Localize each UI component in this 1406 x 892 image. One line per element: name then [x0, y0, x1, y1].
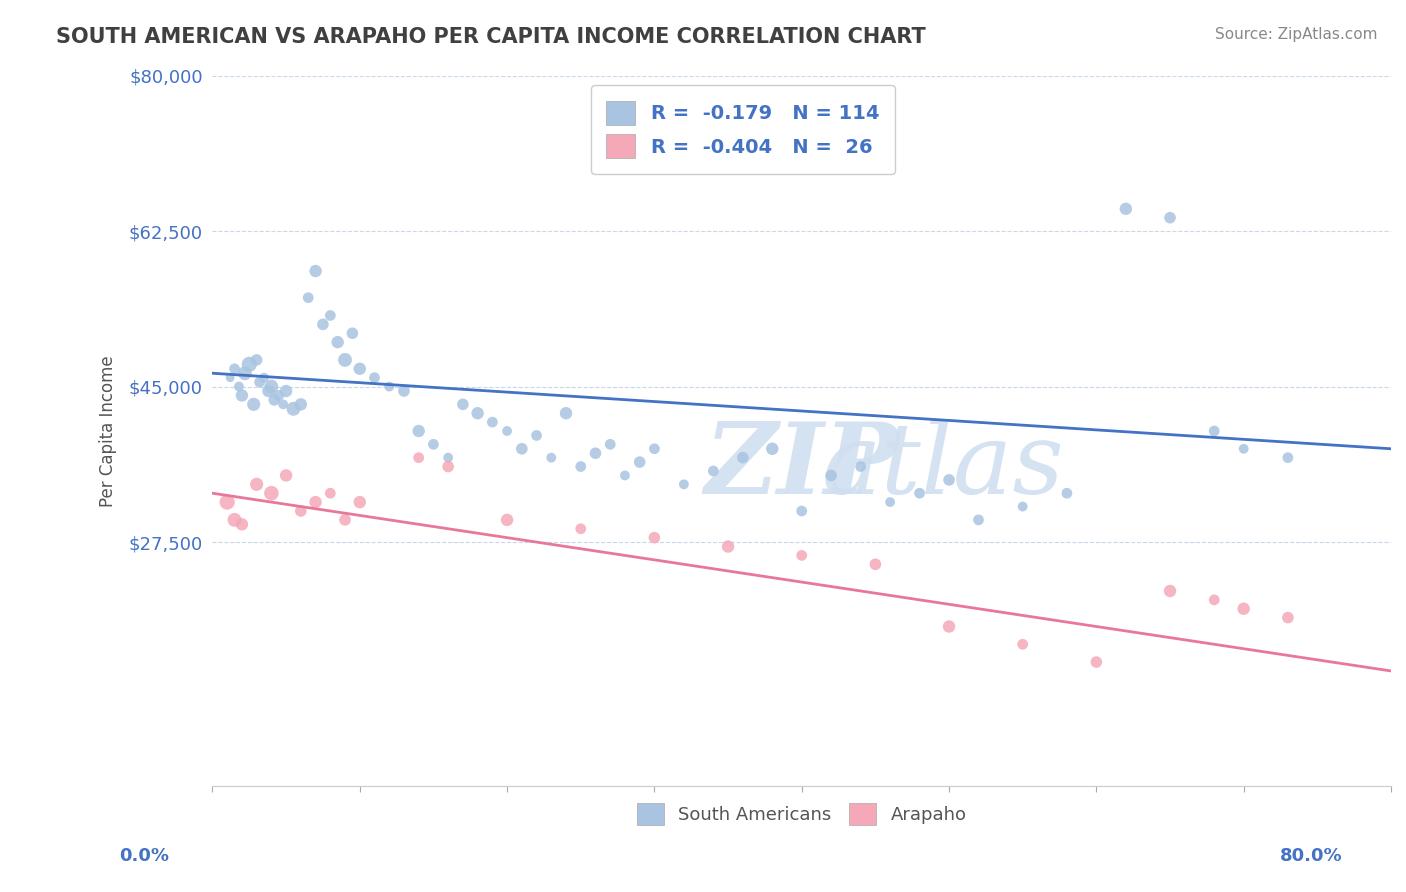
Text: ZIP: ZIP	[704, 418, 900, 515]
Text: atlas: atlas	[821, 419, 1064, 514]
Text: SOUTH AMERICAN VS ARAPAHO PER CAPITA INCOME CORRELATION CHART: SOUTH AMERICAN VS ARAPAHO PER CAPITA INC…	[56, 27, 927, 46]
Point	[246, 477, 269, 491]
Point	[967, 513, 990, 527]
Point	[231, 388, 253, 402]
Point	[242, 397, 264, 411]
Point	[274, 468, 297, 483]
Point	[702, 464, 724, 478]
Point	[378, 379, 401, 393]
Point	[643, 442, 665, 456]
Point	[790, 549, 813, 563]
Legend: South Americans, Arapaho: South Americans, Arapaho	[627, 794, 976, 834]
Point	[219, 370, 242, 384]
Point	[1011, 500, 1033, 514]
Point	[510, 442, 533, 456]
Point	[437, 459, 460, 474]
Point	[257, 384, 280, 398]
Point	[304, 264, 326, 278]
Text: 80.0%: 80.0%	[1279, 847, 1343, 865]
Point	[1277, 450, 1299, 465]
Point	[342, 326, 364, 341]
Point	[613, 468, 636, 483]
Point	[569, 522, 592, 536]
Point	[319, 309, 342, 323]
Point	[249, 375, 271, 389]
Y-axis label: Per Capita Income: Per Capita Income	[100, 355, 117, 507]
Point	[908, 486, 931, 500]
Point	[731, 450, 754, 465]
Point	[290, 504, 312, 518]
Text: 0.0%: 0.0%	[120, 847, 170, 865]
Point	[717, 540, 740, 554]
Point	[1056, 486, 1078, 500]
Point	[349, 495, 371, 509]
Point	[1115, 202, 1137, 216]
Point	[217, 495, 239, 509]
Point	[267, 388, 290, 402]
Point	[246, 352, 269, 367]
Point	[392, 384, 415, 398]
Point	[1204, 424, 1226, 438]
Point	[1277, 610, 1299, 624]
Point	[304, 495, 326, 509]
Point	[290, 397, 312, 411]
Point	[260, 486, 283, 500]
Point	[312, 318, 335, 332]
Point	[437, 450, 460, 465]
Point	[526, 428, 548, 442]
Point	[496, 513, 519, 527]
Point	[599, 437, 621, 451]
Point	[1011, 637, 1033, 651]
Point	[274, 384, 297, 398]
Point	[672, 477, 695, 491]
Point	[422, 437, 444, 451]
Point	[496, 424, 519, 438]
Point	[228, 379, 250, 393]
Point	[1233, 601, 1256, 615]
Point	[224, 361, 246, 376]
Point	[938, 619, 960, 633]
Text: Source: ZipAtlas.com: Source: ZipAtlas.com	[1215, 27, 1378, 42]
Point	[263, 392, 285, 407]
Point	[865, 558, 887, 572]
Point	[349, 361, 371, 376]
Point	[363, 370, 385, 384]
Point	[879, 495, 901, 509]
Point	[231, 517, 253, 532]
Point	[283, 401, 305, 416]
Point	[1085, 655, 1108, 669]
Point	[297, 291, 319, 305]
Point	[790, 504, 813, 518]
Point	[540, 450, 562, 465]
Point	[467, 406, 489, 420]
Point	[408, 450, 430, 465]
Point	[238, 357, 260, 371]
Point	[224, 513, 246, 527]
Point	[1204, 592, 1226, 607]
Point	[1159, 211, 1181, 225]
Point	[555, 406, 578, 420]
Point	[260, 379, 283, 393]
Point	[1233, 442, 1256, 456]
Point	[1159, 584, 1181, 599]
Point	[319, 486, 342, 500]
Point	[333, 352, 356, 367]
Point	[761, 442, 783, 456]
Point	[271, 397, 294, 411]
Point	[481, 415, 503, 429]
Point	[849, 459, 872, 474]
Point	[253, 370, 276, 384]
Point	[628, 455, 651, 469]
Point	[820, 468, 842, 483]
Point	[333, 513, 356, 527]
Point	[643, 531, 665, 545]
Point	[451, 397, 474, 411]
Point	[408, 424, 430, 438]
Point	[233, 366, 256, 380]
Point	[585, 446, 607, 460]
Point	[326, 335, 349, 350]
Point	[569, 459, 592, 474]
Point	[938, 473, 960, 487]
